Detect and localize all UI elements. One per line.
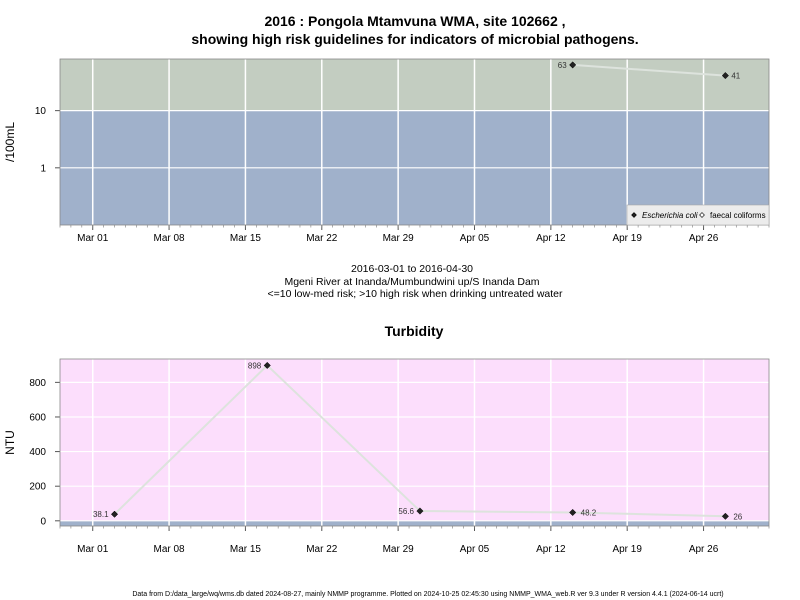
x-tick-label: Apr 26 <box>689 544 719 555</box>
y-tick-label: 200 <box>29 482 46 493</box>
main-title-line2: showing high risk guidelines for indicat… <box>191 31 638 47</box>
y-tick-label: 800 <box>29 378 46 389</box>
y-tick-label: 600 <box>29 412 46 423</box>
data-label: 41 <box>731 72 740 81</box>
high-risk-band <box>60 59 769 111</box>
y-tick-label: 400 <box>29 447 46 458</box>
x-tick-label: Mar 01 <box>77 233 109 244</box>
y-axis-label: NTU <box>3 430 17 455</box>
plot-frame <box>59 58 770 226</box>
caption-site-name: Mgeni River at Inanda/Mumbundwini up/S I… <box>284 276 539 288</box>
caption-risk-note: <=10 low-med risk; >10 high risk when dr… <box>267 288 563 300</box>
y-tick-label: 10 <box>35 106 47 117</box>
footer-note: Data from D:/data_large/wq/wms.db dated … <box>132 591 723 598</box>
data-point <box>110 510 119 518</box>
data-point <box>569 508 577 517</box>
main-title-line1: 2016 : Pongola Mtamvuna WMA, site 102662… <box>264 13 565 29</box>
x-tick-label: Mar 08 <box>154 544 186 555</box>
x-tick-label: Mar 22 <box>306 544 338 555</box>
x-tick-label: Apr 26 <box>689 233 719 244</box>
legend-entry-label: faecal coliforms <box>710 211 766 220</box>
y-tick-label: 1 <box>40 163 46 174</box>
data-label: 898 <box>248 361 262 370</box>
data-label: 26 <box>733 512 742 521</box>
data-point <box>416 507 424 515</box>
x-tick-label: Mar 01 <box>77 544 109 555</box>
x-tick-label: Apr 12 <box>536 233 566 244</box>
data-label: 38.1 <box>93 510 109 519</box>
legend-faecal-marker <box>699 212 705 218</box>
data-label: 63 <box>558 61 567 70</box>
x-tick-label: Mar 08 <box>154 233 186 244</box>
data-label: 56.6 <box>398 507 414 516</box>
microbial-chart: Mar 01 Mar 08 Mar 15 Mar 22 Mar 29 Apr 05 Apr … <box>3 58 770 244</box>
x-tick-label: Apr 05 <box>460 233 490 244</box>
legend: Escherichia coli faecal coliforms <box>626 204 770 226</box>
turbidity-background <box>60 359 769 521</box>
x-tick-label: Mar 22 <box>306 233 338 244</box>
x-tick-label: Apr 19 <box>612 233 642 244</box>
legend-box <box>626 204 770 226</box>
x-tick-label: Mar 15 <box>230 544 262 555</box>
data-point <box>263 361 271 369</box>
data-point <box>569 61 577 69</box>
y-tick-label: 0 <box>40 516 46 527</box>
legend-entry-label: Escherichia coli <box>642 211 698 220</box>
x-tick-label: Apr 12 <box>536 544 566 555</box>
data-point <box>721 512 729 520</box>
panel-title: Turbidity <box>385 323 444 339</box>
x-tick-label: Mar 15 <box>230 233 262 244</box>
turbidity-low-band <box>60 520 769 526</box>
data-label: 48.2 <box>581 508 597 517</box>
x-tick-label: Mar 29 <box>383 233 415 244</box>
x-tick-label: Mar 29 <box>383 544 415 555</box>
x-tick-label: Apr 05 <box>460 544 490 555</box>
series-line <box>572 63 726 77</box>
x-tick-label: Apr 19 <box>612 544 642 555</box>
y-axis-label: /100mL <box>3 122 17 162</box>
turbidity-chart: Mar 01 Mar 08 Mar 15 Mar 22 Mar 29 Apr 05 Apr … <box>3 323 770 555</box>
legend-ecoli-marker <box>631 212 637 218</box>
data-point <box>721 72 729 80</box>
caption-date-range: 2016-03-01 to 2016-04-30 <box>351 263 473 275</box>
plot-frame <box>59 358 770 527</box>
